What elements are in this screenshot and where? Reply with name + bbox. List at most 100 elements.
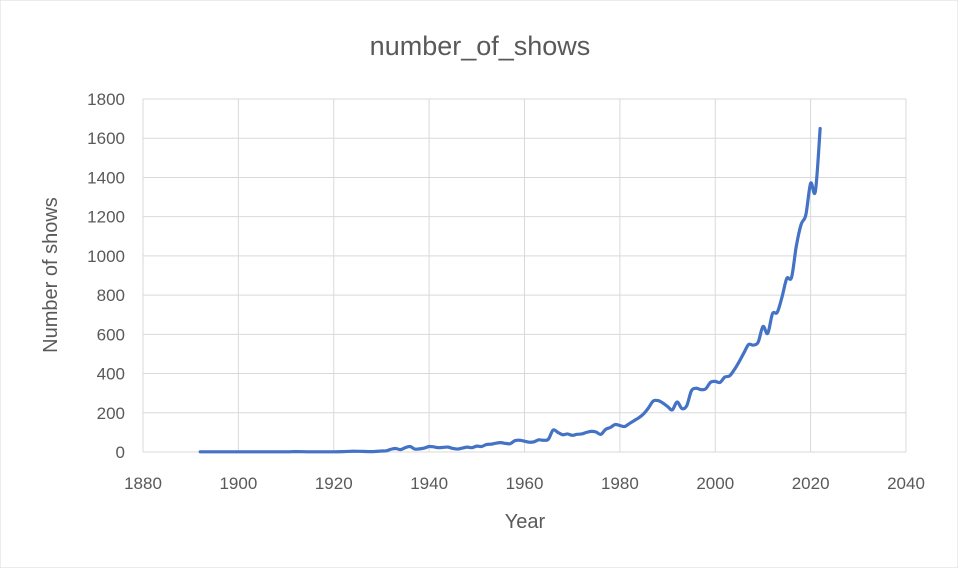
data-point [218,450,221,453]
data-point [595,431,598,434]
data-point [719,381,722,384]
data-point [518,439,521,442]
data-point [618,424,621,427]
data-point [370,450,373,453]
data-point [781,296,784,299]
data-point [323,450,326,453]
y-tick-label: 0 [116,443,125,462]
data-point [776,311,779,314]
data-point [804,213,807,216]
data-point [442,446,445,449]
data-point [757,341,760,344]
data-point [285,450,288,453]
data-point [761,325,764,328]
data-point [633,419,636,422]
data-point [561,433,564,436]
data-point [680,407,683,410]
data-point [537,438,540,441]
data-point [394,447,397,450]
data-point [418,447,421,450]
data-point [676,400,679,403]
data-point [733,368,736,371]
data-point [599,433,602,436]
data-point [723,376,726,379]
data-point [699,388,702,391]
y-tick-label: 1600 [87,129,125,148]
data-point [585,431,588,434]
data-point [771,312,774,315]
data-point [485,443,488,446]
data-point [237,450,240,453]
x-tick-label: 1980 [601,474,639,493]
data-point [709,381,712,384]
data-point [556,431,559,434]
data-point [308,450,311,453]
data-point [499,441,502,444]
data-point [661,401,664,404]
data-point [652,400,655,403]
data-point [451,447,454,450]
data-point [742,351,745,354]
data-point [332,450,335,453]
data-point [456,448,459,451]
data-point [704,387,707,390]
y-tick-label: 200 [97,404,125,423]
data-point [666,405,669,408]
data-point [389,448,392,451]
data-point [604,428,607,431]
x-tick-label: 2000 [696,474,734,493]
gridlines [142,98,907,453]
x-tick-label: 1940 [410,474,448,493]
data-point [437,446,440,449]
series-layer [198,126,822,454]
data-point [404,446,407,449]
series-line [198,126,822,454]
data-point [471,446,474,449]
y-tick-label: 1800 [87,90,125,109]
data-point [504,442,507,445]
data-point [494,442,497,445]
data-point [385,449,388,452]
data-point [642,412,645,415]
x-axis-title: Year [505,511,546,533]
data-point [490,443,493,446]
data-point [809,182,812,185]
data-point [523,440,526,443]
data-point [637,416,640,419]
data-point [766,332,769,335]
data-point [432,445,435,448]
data-point [747,343,750,346]
y-tick-label: 400 [97,365,125,384]
data-point [690,389,693,392]
data-point [380,450,383,453]
data-point [695,387,698,390]
data-point [657,399,660,402]
data-point [614,423,617,426]
data-point [590,430,593,433]
data-point [528,441,531,444]
data-point [623,425,626,428]
data-point [752,344,755,347]
x-tick-label: 1900 [219,474,257,493]
data-point [513,439,516,442]
data-point [800,223,803,226]
y-axis-title: Number of shows [40,197,62,353]
data-point [461,447,464,450]
data-point [785,277,788,280]
data-point [542,439,545,442]
data-point [199,450,202,453]
data-point [819,127,822,130]
y-tick-label: 1000 [87,247,125,266]
data-point [428,445,431,448]
data-point [609,426,612,429]
y-tick-label: 800 [97,286,125,305]
y-tick-label: 1200 [87,208,125,227]
x-tick-label: 1960 [506,474,544,493]
data-point [580,432,583,435]
data-point [647,406,650,409]
data-point [351,450,354,453]
x-tick-label: 1880 [124,474,162,493]
